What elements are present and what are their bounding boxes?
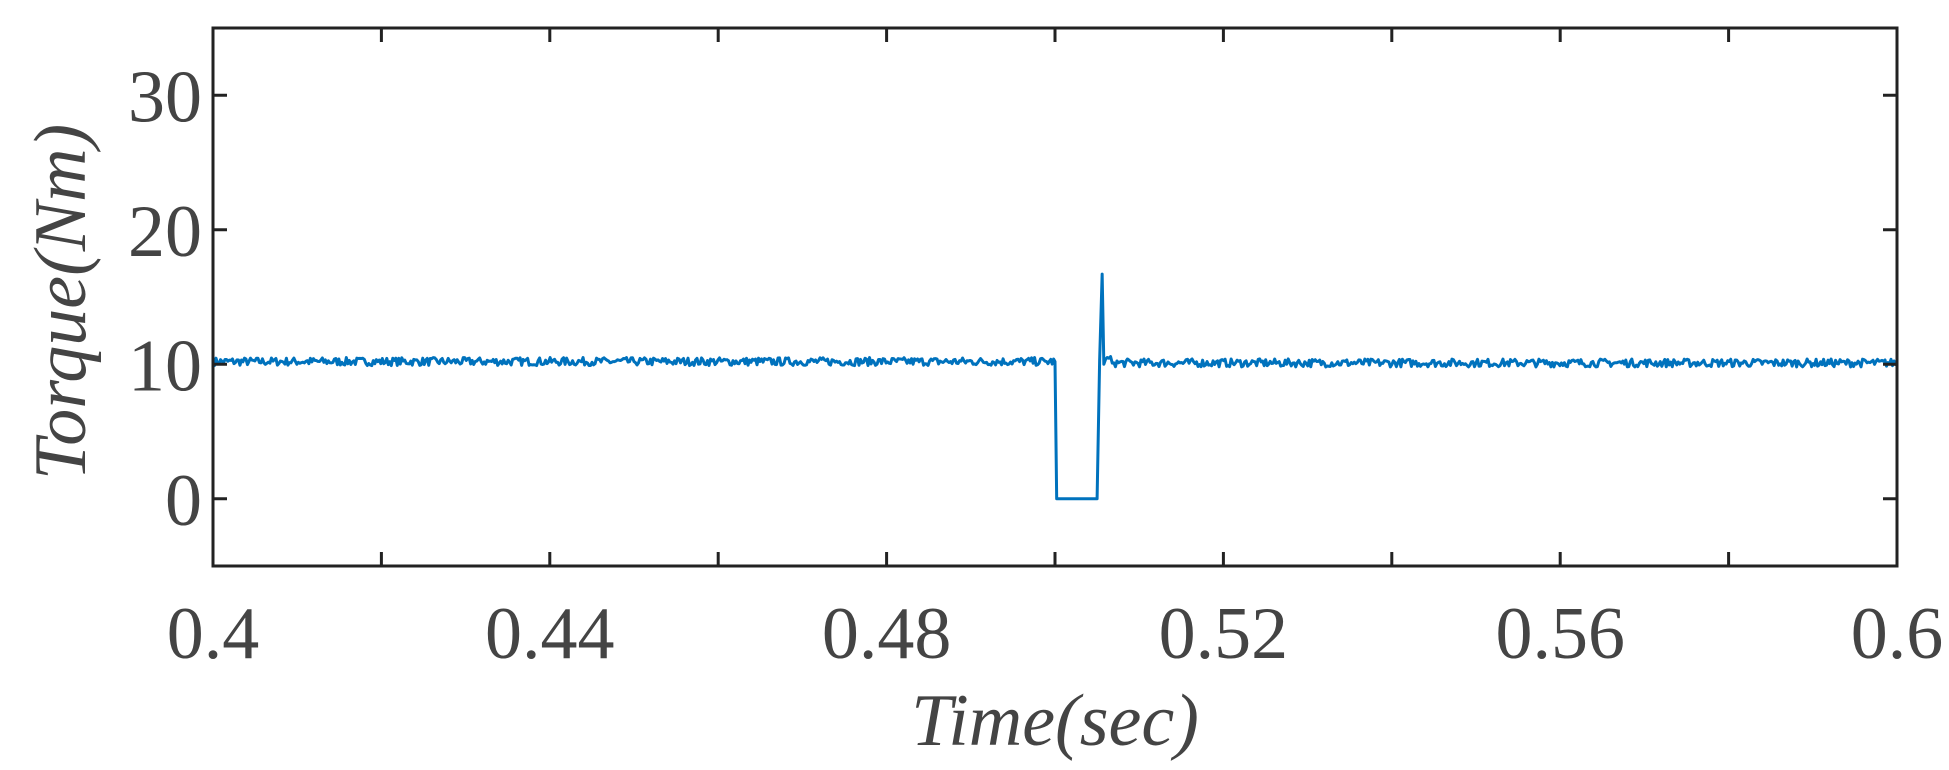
y-tick-labels: 0 10 20 30 [128,56,202,542]
x-tick-label: 0.6 [1851,593,1944,675]
x-axis-title: Time(sec) [911,680,1199,762]
x-tick-label: 0.44 [485,593,615,675]
torque-series-line [213,272,1897,501]
series-layer [213,272,1897,501]
y-tick-label: 30 [128,56,202,138]
y-ticks [213,93,1897,501]
x-tick-label: 0.52 [1159,593,1289,675]
y-tick-label: 20 [128,191,202,273]
x-tick-label: 0.4 [167,593,260,675]
x-ticks [211,28,1899,566]
plot-frame [211,26,1899,568]
x-tick-label: 0.56 [1495,593,1625,675]
y-tick-label: 0 [165,460,202,542]
y-axis-title: Torque(Nm) [20,124,102,480]
x-tick-labels: 0.4 0.44 0.48 0.52 0.56 0.6 [167,593,1944,675]
x-tick-label: 0.48 [822,593,952,675]
y-tick-label: 10 [128,325,202,407]
